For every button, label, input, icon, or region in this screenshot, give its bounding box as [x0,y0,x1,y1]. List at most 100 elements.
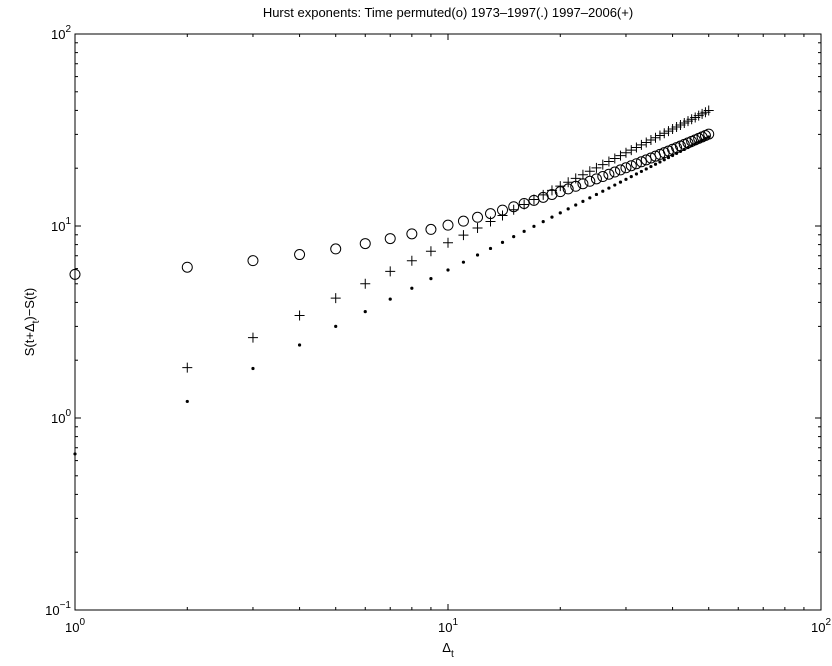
dot-point [588,196,592,200]
plus-point [626,145,637,156]
dot-point [475,253,480,257]
dot-point [574,203,578,207]
dot-point [297,343,302,347]
dot-point [594,192,599,197]
x-tick-label-base: 10 [65,620,79,635]
plus-point [570,173,581,184]
dot-point [251,366,255,371]
y-axis-label-subscript: t [31,320,42,323]
circle-point [614,164,626,176]
dot-point [446,268,450,272]
plus-point [609,153,620,164]
circle-point [384,233,396,245]
dot-point [693,142,697,146]
plus-point [654,130,665,141]
circle-point [625,160,637,172]
plus-point [485,216,496,227]
plus-point [182,362,193,373]
dot-point [522,229,526,233]
plus-point [591,162,602,173]
plus-point [497,210,508,221]
circle-point [69,268,81,280]
circle-point [181,261,193,273]
plus-point [703,105,714,116]
plus-point [615,150,626,161]
plot-area [74,33,822,611]
dot-point [429,277,433,281]
plus-point [443,237,453,248]
plus-point [385,266,396,277]
plus-point [406,255,417,266]
circle-point [584,175,596,187]
plus-point [294,310,305,321]
y-tick-label: 100 [51,408,71,426]
plus-point [620,147,631,158]
y-tick-label-base: 10 [51,219,65,234]
dot-point [363,310,367,314]
dot-point [658,160,662,164]
circle-point [294,249,306,261]
y-tick-label-base: 10 [51,27,65,42]
circle-point [603,168,615,180]
circle-point [630,158,642,170]
plus-point [472,222,483,233]
dot-point [649,164,653,169]
circle-point [620,162,632,174]
plus-point [631,142,642,153]
plus-point [425,246,436,257]
dot-point [653,162,658,166]
plus-point [659,128,670,139]
circle-point [640,154,652,166]
y-tick-label-exponent: 1 [65,216,71,227]
y-axis-label: S(t+Δt)−S(t) [22,288,42,357]
x-tick-label-exponent: 1 [452,617,458,628]
plus-point [663,126,674,137]
dot-point [500,240,505,244]
circle-point [703,128,715,140]
circle-point [330,243,342,255]
dot-point [690,144,694,148]
plus-point [645,135,656,146]
dot-point [410,286,414,290]
y-tick-label-exponent: 0 [65,408,71,419]
y-tick-label: 102 [51,24,71,42]
x-tick-label-exponent: 2 [825,617,831,628]
circle-point [247,255,259,267]
dot-point [541,220,545,224]
y-axis-label-part: S(t+Δ [22,323,37,356]
plus-point [360,278,371,289]
circle-point [425,223,437,235]
dot-point [707,135,711,139]
dot-point [666,155,671,160]
y-tick-label: 101 [51,216,71,234]
dot-point [566,207,570,211]
circle-point [597,171,609,183]
y-tick-label-base: 10 [51,411,65,426]
circle-point [590,173,602,185]
plus-point [555,181,566,192]
circle-point [457,215,469,227]
dot-point [634,172,639,176]
circle-point [359,238,371,250]
circle-point [472,211,484,223]
dot-point [678,149,683,154]
y-tick-label-exponent: 2 [65,24,71,35]
dot-point [73,452,77,456]
plus-point [458,230,469,241]
dot-point [697,140,701,144]
y-tick-label-base: 10 [45,603,59,618]
dot-point [629,175,633,179]
plus-point [603,156,614,167]
dot-point [624,177,628,181]
x-tick-label: 101 [438,617,458,635]
circle-point [609,166,621,178]
y-tick-label: 10−1 [45,600,71,618]
dot-point [700,138,704,142]
plus-point [519,199,530,210]
plus-point [247,332,258,343]
dot-point [388,297,392,301]
x-axis-label: Δt [442,640,454,660]
circle-point [442,219,454,231]
axis-ticks [74,34,821,611]
